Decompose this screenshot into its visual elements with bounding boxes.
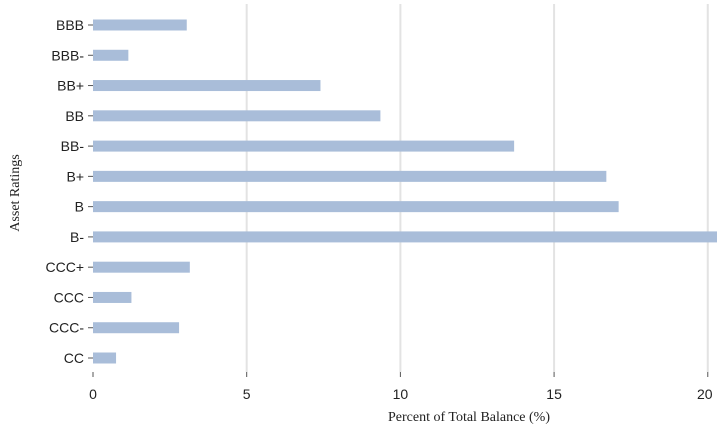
x-tick-label: 0 bbox=[89, 386, 97, 402]
y-tick-label: B+ bbox=[66, 168, 84, 184]
bar bbox=[93, 19, 187, 31]
x-axis-title: Percent of Total Balance (%) bbox=[388, 410, 550, 425]
y-tick-label: B- bbox=[70, 229, 84, 245]
bar bbox=[93, 110, 381, 122]
grid-lines bbox=[245, 4, 709, 372]
y-axis-title: Asset Ratings bbox=[8, 154, 23, 231]
x-tick-label: 10 bbox=[393, 386, 409, 402]
y-tick-label: BB- bbox=[61, 138, 85, 154]
bar bbox=[93, 322, 180, 334]
y-tick-label: CCC- bbox=[49, 320, 84, 336]
x-tick-label: 15 bbox=[546, 386, 562, 402]
x-tick-label: 20 bbox=[697, 386, 713, 402]
bar bbox=[93, 201, 619, 213]
bar bbox=[93, 231, 717, 243]
bar bbox=[93, 80, 321, 92]
bar bbox=[93, 49, 129, 61]
y-tick-label: BBB bbox=[56, 17, 84, 33]
bar bbox=[93, 261, 190, 273]
y-tick-label: B bbox=[75, 199, 84, 215]
bars bbox=[93, 19, 717, 364]
y-tick-label: BBB- bbox=[51, 47, 84, 63]
bar bbox=[93, 140, 515, 152]
y-tick-label: BB bbox=[65, 108, 84, 124]
bar bbox=[93, 170, 607, 182]
y-tick-label: BB+ bbox=[57, 78, 84, 94]
y-tick-label: CC bbox=[64, 350, 84, 366]
axes: 0 5 10 15 20BBBBBB-BB+BBBB-B+BB-CCC+CCCCCC-C… bbox=[45, 17, 712, 402]
y-tick-label: CCC bbox=[54, 289, 84, 305]
y-tick-label: CCC+ bbox=[45, 259, 84, 275]
x-tick-label: 5 bbox=[243, 386, 251, 402]
bar bbox=[93, 352, 117, 364]
bar bbox=[93, 291, 132, 303]
